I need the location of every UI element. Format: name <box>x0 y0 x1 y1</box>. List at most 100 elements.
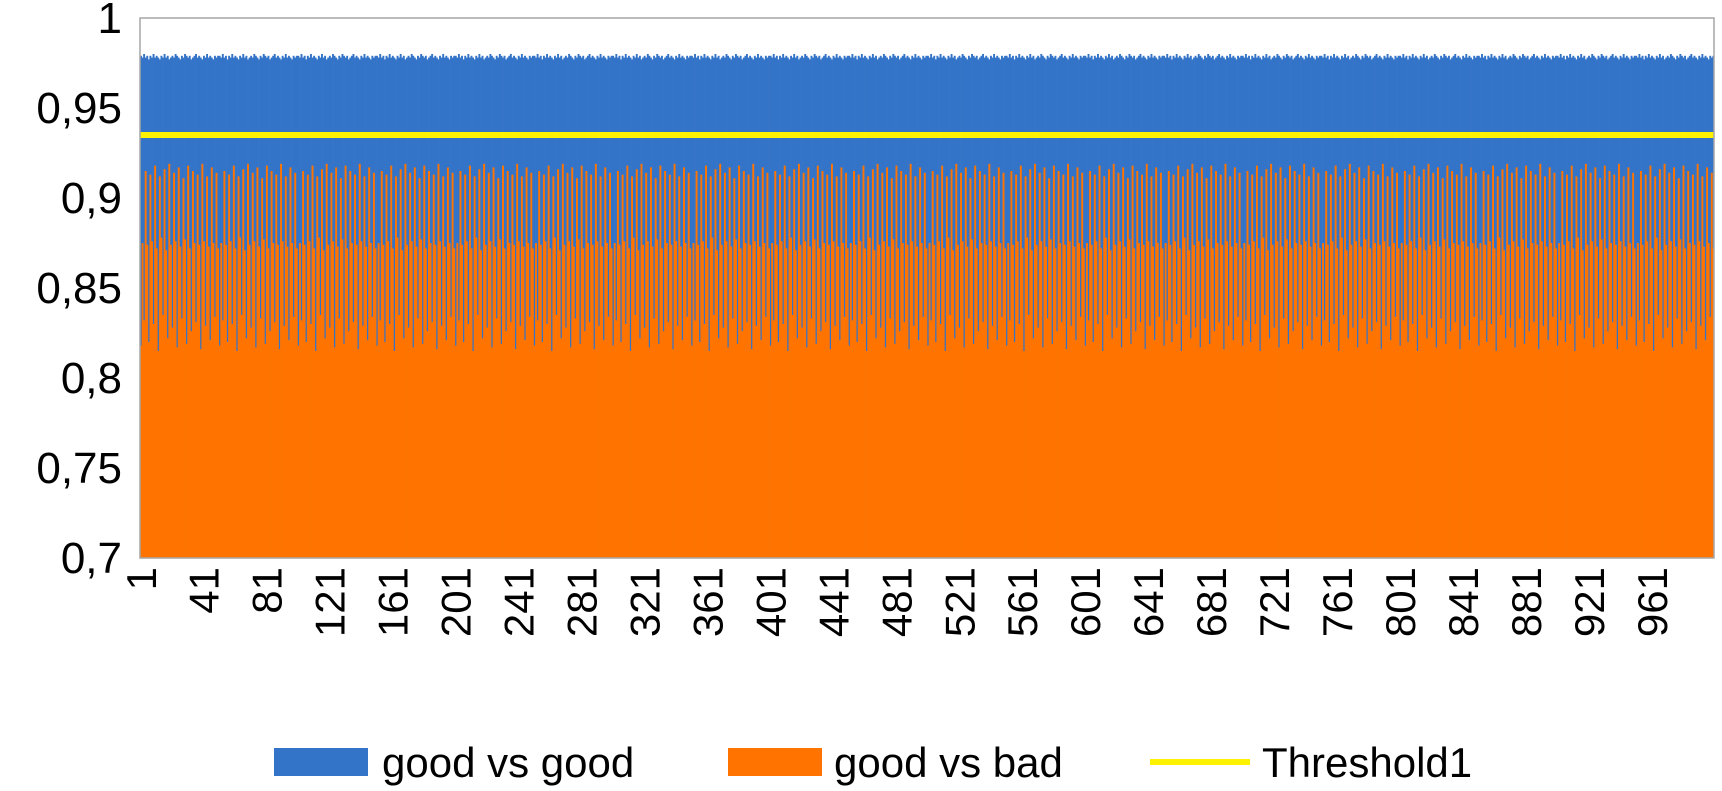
bar-good-vs-bad <box>481 338 484 558</box>
bar-good-vs-good <box>1163 55 1166 559</box>
bar-good-vs-bad <box>1641 244 1644 559</box>
bar-good-vs-bad <box>1399 345 1402 558</box>
bar-good-vs-bad <box>701 241 704 558</box>
bar-good-vs-bad <box>393 351 396 558</box>
bar-good-vs-bad <box>989 241 992 558</box>
bar-good-vs-bad <box>552 176 555 558</box>
bar-good-vs-good <box>560 55 563 559</box>
bar-good-vs-bad <box>228 174 231 558</box>
x-tick-label: 41 <box>181 567 228 614</box>
bar-good-vs-bad <box>725 241 728 558</box>
bar-good-vs-bad <box>1183 237 1186 558</box>
bar-good-vs-bad <box>1290 248 1293 558</box>
bar-good-vs-bad <box>429 243 432 558</box>
bar-good-vs-bad <box>779 174 781 558</box>
bar-good-vs-bad <box>794 250 797 558</box>
bar-good-vs-bad <box>542 174 545 558</box>
bar-good-vs-good <box>1189 55 1192 559</box>
bar-good-vs-good <box>1204 55 1206 559</box>
bar-good-vs-good <box>1023 57 1025 558</box>
bar-good-vs-bad <box>195 322 198 558</box>
bar-good-vs-bad <box>1197 241 1200 558</box>
bar-good-vs-good <box>462 59 465 559</box>
bar-good-vs-bad <box>1108 169 1110 558</box>
bar-good-vs-bad <box>1400 243 1403 558</box>
bar-good-vs-bad <box>572 246 575 558</box>
bar-good-vs-bad <box>1361 318 1364 558</box>
bar-good-vs-bad <box>994 246 997 558</box>
bar-good-vs-bad <box>1545 246 1548 558</box>
bar-good-vs-bad <box>676 325 679 558</box>
bar-good-vs-bad <box>731 318 734 558</box>
bar-good-vs-bad <box>1391 167 1394 558</box>
bar-good-vs-bad <box>771 243 774 558</box>
bar-good-vs-bad <box>440 325 443 558</box>
bar-good-vs-bad <box>377 243 380 558</box>
bar-good-vs-bad <box>602 340 605 558</box>
bar-good-vs-bad <box>1454 322 1457 558</box>
y-tick-label: 1 <box>98 0 122 43</box>
bar-good-vs-good <box>1041 55 1044 559</box>
bar-good-vs-bad <box>557 169 560 558</box>
bar-good-vs-bad <box>1488 241 1491 558</box>
bar-good-vs-good <box>1666 55 1669 559</box>
bar-good-vs-bad <box>525 167 528 558</box>
bar-good-vs-good <box>1065 57 1068 558</box>
bar-good-vs-bad <box>1394 316 1397 558</box>
bar-good-vs-bad <box>1688 243 1691 558</box>
bar-good-vs-bad <box>213 316 216 558</box>
bar-good-vs-bad <box>1210 165 1213 558</box>
bar-good-vs-bad <box>247 163 249 559</box>
bar-good-vs-bad <box>854 244 857 559</box>
bar-good-vs-bad <box>1397 248 1400 558</box>
bar-good-vs-good <box>273 54 276 558</box>
bar-good-vs-bad <box>1638 320 1641 558</box>
bar-good-vs-good <box>1602 55 1605 559</box>
bar-good-vs-bad <box>508 243 511 558</box>
bar-good-vs-good <box>376 55 379 559</box>
bar-good-vs-good <box>1685 59 1688 559</box>
bar-good-vs-bad <box>316 176 319 558</box>
bar-good-vs-bad <box>497 178 500 558</box>
bar-good-vs-bad <box>166 338 169 558</box>
bar-good-vs-good <box>1643 59 1646 559</box>
bar-good-vs-good <box>1337 57 1340 558</box>
bar-good-vs-bad <box>380 171 383 558</box>
bar-good-vs-bad <box>317 237 320 558</box>
bar-good-vs-bad <box>1403 171 1406 558</box>
bar-good-vs-bad <box>1339 176 1342 558</box>
bar-good-vs-bad <box>1630 316 1633 558</box>
bar-good-vs-good <box>620 59 622 559</box>
bar-good-vs-bad <box>187 165 190 558</box>
bar-good-vs-bad <box>985 244 988 559</box>
bar-good-vs-good <box>1008 54 1011 558</box>
bar-good-vs-bad <box>941 165 944 558</box>
bar-good-vs-bad <box>1635 345 1638 558</box>
bar-good-vs-good <box>398 57 401 558</box>
bar-good-vs-bad <box>1226 241 1228 558</box>
bar-good-vs-bad <box>1625 340 1628 558</box>
bar-good-vs-bad <box>1547 340 1550 558</box>
bar-good-vs-good <box>963 55 966 559</box>
bar-good-vs-good <box>190 59 193 559</box>
bar-good-vs-good <box>1306 57 1309 558</box>
bar-good-vs-bad <box>897 248 900 558</box>
bar-good-vs-bad <box>173 172 175 559</box>
bar-good-vs-good <box>505 59 508 559</box>
bar-good-vs-bad <box>947 237 950 558</box>
bar-good-vs-good <box>1144 57 1147 558</box>
bar-good-vs-bad <box>398 315 401 558</box>
bar-good-vs-good <box>421 55 424 559</box>
bar-good-vs-bad <box>245 338 248 558</box>
bar-good-vs-bad <box>1106 315 1109 558</box>
bar-good-vs-good <box>314 57 317 558</box>
bar-good-vs-good <box>1564 59 1567 559</box>
bar-good-vs-bad <box>376 345 379 558</box>
bar-good-vs-bad <box>956 244 959 559</box>
bar-good-vs-bad <box>1340 237 1343 558</box>
bar-good-vs-bad <box>1021 248 1024 558</box>
bar-good-vs-bad <box>1000 316 1003 558</box>
bar-good-vs-bad <box>1363 178 1365 558</box>
legend: good vs good good vs bad Threshold1 <box>274 739 1472 786</box>
bar-good-vs-bad <box>468 165 471 558</box>
